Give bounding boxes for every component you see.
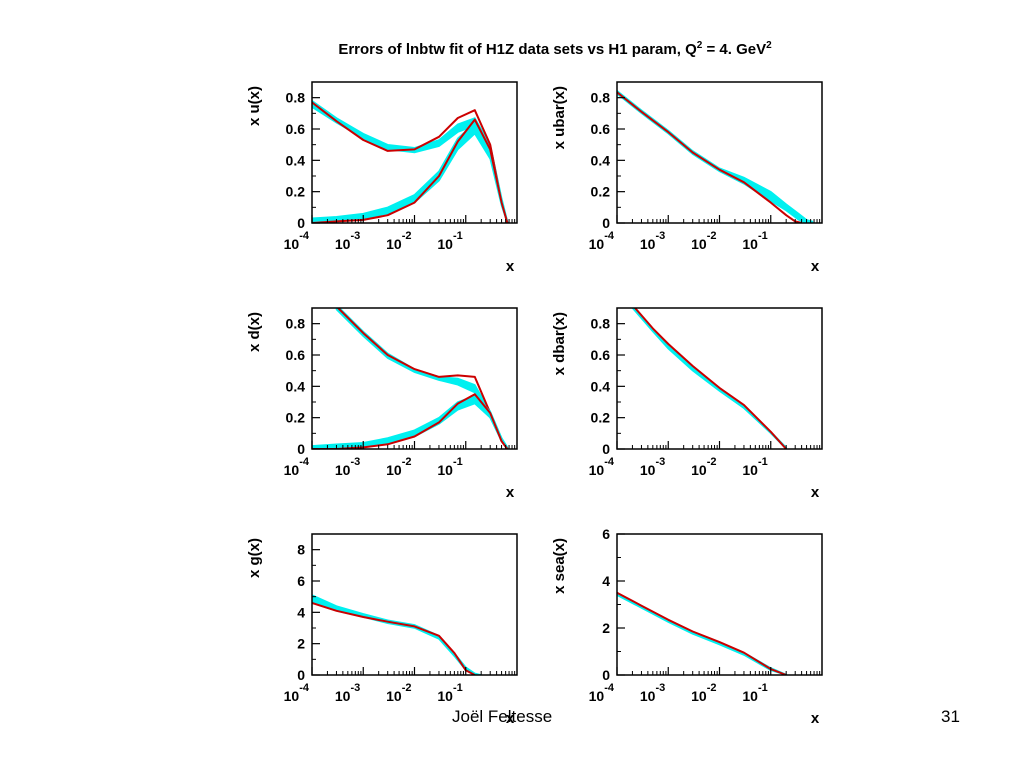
x-tick-label-sea-3: 10-1 — [742, 682, 767, 704]
figure-title: Errors of lnbtw fit of H1Z data sets vs … — [338, 40, 772, 58]
axes-frame-ubar — [616, 81, 823, 224]
x-tick-label-u-3: 10-1 — [437, 230, 462, 252]
panel-dbar: 0 0.2 0.4 0.6 0.8 10-4 10-3 10-2 10-1 x x dbar(x) — [551, 307, 823, 501]
y-axis-title-d: x d(x) — [246, 312, 263, 352]
central-curve-u-2 — [312, 118, 509, 223]
y-tick-label-g-0: 0 — [297, 667, 305, 683]
y-axis-title-ubar: x ubar(x) — [551, 86, 568, 149]
y-tick-label-d-0: 0 — [297, 441, 305, 457]
y-tick-label-dbar-0: 0 — [602, 441, 610, 457]
y-axis-title-dbar: x dbar(x) — [551, 312, 568, 375]
x-tick-label-dbar-2: 10-2 — [691, 456, 716, 478]
x-tick-label-d-3: 10-1 — [437, 456, 462, 478]
x-axis-title-ubar: x — [811, 258, 820, 275]
axes-frame-sea — [616, 533, 823, 676]
central-curve-sea-1 — [617, 591, 787, 675]
x-axis-title-g: x — [506, 710, 515, 727]
x-tick-label-u-0: 10-4 — [284, 230, 310, 252]
y-tick-label-sea-3: 6 — [602, 526, 610, 542]
panel-ubar: 0 0.2 0.4 0.6 0.8 10-4 10-3 10-2 10-1 x x ubar(x) — [551, 81, 823, 275]
axes-frame-d — [311, 307, 518, 450]
axes-frame-dbar — [616, 307, 823, 450]
plot-area-d — [312, 308, 509, 449]
x-tick-label-g-0: 10-4 — [284, 682, 310, 704]
y-tick-label-sea-2: 4 — [602, 573, 610, 589]
x-tick-label-u-2: 10-2 — [386, 230, 411, 252]
y-tick-label-dbar-1: 0.2 — [591, 410, 611, 426]
plot-area-u — [312, 99, 509, 223]
y-axis-title-g: x g(x) — [246, 538, 263, 578]
plot-area-g — [312, 594, 482, 675]
error-band-dbar-1 — [631, 308, 787, 449]
y-tick-label-d-2: 0.4 — [286, 378, 306, 394]
y-tick-label-dbar-3: 0.6 — [591, 347, 611, 363]
x-tick-label-g-1: 10-3 — [335, 682, 360, 704]
y-tick-label-u-2: 0.4 — [286, 152, 306, 168]
y-tick-label-u-1: 0.2 — [286, 184, 306, 200]
x-tick-label-u-1: 10-3 — [335, 230, 360, 252]
y-tick-label-ubar-1: 0.2 — [591, 184, 611, 200]
panel-g: 0 2 4 6 8 10-4 10-3 10-2 10-1 x x g(x) — [246, 533, 518, 727]
panel-sea: 0 2 4 6 10-4 10-3 10-2 10-1 x x sea(x) — [551, 526, 823, 727]
plot-area-ubar — [617, 89, 814, 223]
x-axis-title-dbar: x — [811, 484, 820, 501]
central-curve-ubar-1 — [617, 91, 802, 223]
y-tick-label-u-4: 0.8 — [286, 90, 306, 106]
y-tick-label-g-4: 8 — [297, 542, 305, 558]
x-tick-label-d-2: 10-2 — [386, 456, 411, 478]
x-tick-label-sea-2: 10-2 — [691, 682, 716, 704]
y-tick-label-dbar-2: 0.4 — [591, 378, 611, 394]
x-tick-label-ubar-2: 10-2 — [691, 230, 716, 252]
plot-area-sea — [617, 591, 787, 675]
y-tick-label-ubar-4: 0.8 — [591, 90, 611, 106]
x-tick-label-dbar-0: 10-4 — [589, 456, 615, 478]
plot-area-dbar — [631, 308, 787, 449]
footer-author: Joël Feltesse — [452, 707, 553, 726]
y-tick-label-g-3: 6 — [297, 573, 305, 589]
y-tick-label-u-0: 0 — [297, 215, 305, 231]
y-tick-label-sea-1: 2 — [602, 620, 610, 636]
x-tick-label-dbar-1: 10-3 — [640, 456, 665, 478]
y-tick-label-ubar-2: 0.4 — [591, 152, 611, 168]
x-tick-label-g-3: 10-1 — [437, 682, 462, 704]
y-tick-label-g-1: 2 — [297, 636, 305, 652]
y-tick-label-dbar-4: 0.8 — [591, 316, 611, 332]
central-curve-g-1 — [312, 601, 476, 675]
x-tick-label-d-0: 10-4 — [284, 456, 310, 478]
x-axis-title-d: x — [506, 484, 515, 501]
y-tick-label-u-3: 0.6 — [286, 121, 306, 137]
y-tick-label-ubar-3: 0.6 — [591, 121, 611, 137]
x-axis-title-u: x — [506, 258, 515, 275]
x-axis-title-sea: x — [811, 710, 820, 727]
central-curve-dbar-1 — [633, 308, 787, 449]
x-tick-label-d-1: 10-3 — [335, 456, 360, 478]
central-curve-d-2 — [312, 393, 509, 449]
y-tick-label-sea-0: 0 — [602, 667, 610, 683]
error-band-u-1 — [312, 99, 509, 223]
x-tick-label-ubar-1: 10-3 — [640, 230, 665, 252]
y-tick-label-d-4: 0.8 — [286, 316, 306, 332]
x-tick-label-sea-0: 10-4 — [589, 682, 615, 704]
error-band-ubar-1 — [617, 89, 814, 223]
error-band-g-1 — [312, 594, 482, 675]
x-tick-label-dbar-3: 10-1 — [742, 456, 767, 478]
x-tick-label-ubar-0: 10-4 — [589, 230, 615, 252]
y-tick-label-d-3: 0.6 — [286, 347, 306, 363]
y-axis-title-u: x u(x) — [246, 86, 263, 126]
x-tick-label-g-2: 10-2 — [386, 682, 411, 704]
y-tick-label-ubar-0: 0 — [602, 215, 610, 231]
y-tick-label-d-1: 0.2 — [286, 410, 306, 426]
panel-d: 0 0.2 0.4 0.6 0.8 10-4 10-3 10-2 10-1 x x d(x) — [246, 307, 518, 501]
y-tick-label-g-2: 4 — [297, 604, 305, 620]
footer-page-number: 31 — [941, 707, 960, 726]
x-tick-label-ubar-3: 10-1 — [742, 230, 767, 252]
y-axis-title-sea: x sea(x) — [551, 538, 568, 594]
panel-u: 0 0.2 0.4 0.6 0.8 10-4 10-3 10-2 10-1 x x u(x) — [246, 81, 518, 275]
x-tick-label-sea-1: 10-3 — [640, 682, 665, 704]
axes-frame-g — [311, 533, 518, 676]
